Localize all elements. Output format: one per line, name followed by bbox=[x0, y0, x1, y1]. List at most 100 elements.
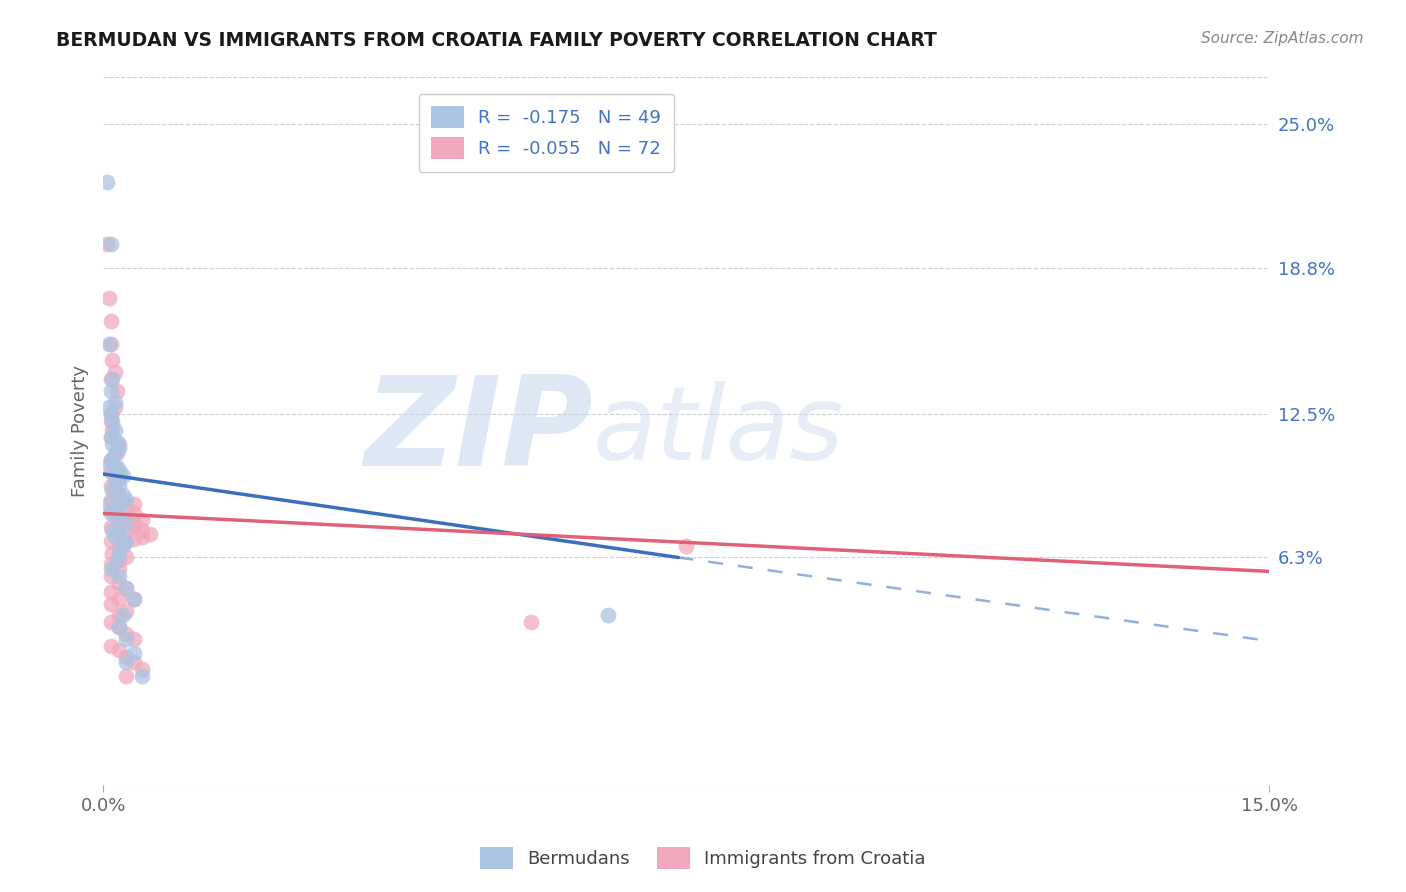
Point bbox=[100, 478, 122, 492]
Point bbox=[122, 592, 145, 607]
Point bbox=[104, 400, 127, 414]
Point bbox=[519, 615, 541, 630]
Point bbox=[111, 530, 134, 544]
Point bbox=[100, 639, 122, 653]
Point bbox=[100, 453, 122, 467]
Point bbox=[105, 474, 128, 488]
Point bbox=[100, 465, 122, 479]
Point bbox=[104, 395, 127, 409]
Point bbox=[100, 504, 122, 518]
Point bbox=[100, 407, 122, 421]
Point bbox=[115, 627, 138, 641]
Point bbox=[107, 488, 129, 502]
Point bbox=[104, 365, 127, 379]
Point bbox=[107, 516, 129, 530]
Point bbox=[100, 414, 122, 428]
Point bbox=[122, 655, 145, 669]
Point bbox=[131, 662, 153, 676]
Point bbox=[104, 474, 127, 488]
Point bbox=[115, 500, 138, 514]
Point bbox=[107, 620, 129, 634]
Point bbox=[122, 532, 145, 546]
Point bbox=[98, 497, 121, 511]
Point bbox=[115, 534, 138, 549]
Point bbox=[115, 604, 138, 618]
Point bbox=[122, 632, 145, 646]
Point bbox=[104, 460, 127, 475]
Point bbox=[100, 597, 122, 611]
Point bbox=[96, 237, 118, 252]
Point bbox=[100, 615, 122, 630]
Text: Source: ZipAtlas.com: Source: ZipAtlas.com bbox=[1201, 31, 1364, 46]
Point bbox=[107, 592, 129, 607]
Point bbox=[115, 655, 138, 669]
Point bbox=[105, 384, 128, 398]
Point bbox=[107, 524, 129, 539]
Point bbox=[100, 534, 122, 549]
Point bbox=[115, 669, 138, 683]
Point bbox=[139, 527, 162, 541]
Point bbox=[115, 511, 138, 525]
Point bbox=[105, 460, 128, 475]
Point bbox=[100, 314, 122, 328]
Point bbox=[122, 516, 145, 530]
Point bbox=[100, 520, 122, 534]
Point bbox=[107, 539, 129, 553]
Point bbox=[104, 504, 127, 518]
Point bbox=[115, 632, 138, 646]
Point bbox=[101, 423, 124, 437]
Point bbox=[131, 513, 153, 527]
Point bbox=[107, 562, 129, 576]
Point bbox=[107, 527, 129, 541]
Point bbox=[104, 446, 127, 460]
Point bbox=[107, 553, 129, 567]
Point bbox=[100, 562, 122, 576]
Point bbox=[122, 592, 145, 607]
Point bbox=[111, 539, 134, 553]
Point bbox=[115, 581, 138, 595]
Point bbox=[107, 576, 129, 591]
Point bbox=[101, 372, 124, 386]
Point bbox=[107, 608, 129, 623]
Point bbox=[598, 608, 620, 623]
Point bbox=[101, 523, 124, 537]
Point bbox=[107, 469, 129, 483]
Point bbox=[105, 434, 128, 449]
Point bbox=[107, 546, 129, 560]
Point bbox=[100, 492, 122, 507]
Point bbox=[98, 400, 121, 414]
Point bbox=[131, 530, 153, 544]
Legend: Bermudans, Immigrants from Croatia: Bermudans, Immigrants from Croatia bbox=[471, 838, 935, 879]
Point bbox=[122, 518, 145, 533]
Point bbox=[122, 646, 145, 660]
Point bbox=[107, 569, 129, 583]
Point bbox=[104, 483, 127, 498]
Point bbox=[107, 442, 129, 456]
Point bbox=[105, 553, 128, 567]
Point bbox=[675, 539, 697, 553]
Text: BERMUDAN VS IMMIGRANTS FROM CROATIA FAMILY POVERTY CORRELATION CHART: BERMUDAN VS IMMIGRANTS FROM CROATIA FAMI… bbox=[56, 31, 938, 50]
Point bbox=[122, 497, 145, 511]
Point bbox=[100, 507, 122, 521]
Point bbox=[122, 507, 145, 521]
Point bbox=[111, 488, 134, 502]
Point bbox=[115, 516, 138, 530]
Point bbox=[104, 423, 127, 437]
Point bbox=[107, 643, 129, 657]
Point bbox=[98, 291, 121, 305]
Point bbox=[101, 483, 124, 498]
Point bbox=[105, 446, 128, 460]
Point bbox=[100, 337, 122, 351]
Point bbox=[122, 520, 145, 534]
Point bbox=[107, 511, 129, 525]
Point bbox=[101, 414, 124, 428]
Text: ZIP: ZIP bbox=[364, 370, 593, 491]
Point bbox=[100, 237, 122, 252]
Point bbox=[100, 430, 122, 444]
Point bbox=[98, 337, 121, 351]
Point bbox=[110, 465, 132, 479]
Point bbox=[111, 608, 134, 623]
Point bbox=[107, 478, 129, 492]
Y-axis label: Family Poverty: Family Poverty bbox=[72, 365, 89, 497]
Point bbox=[100, 453, 122, 467]
